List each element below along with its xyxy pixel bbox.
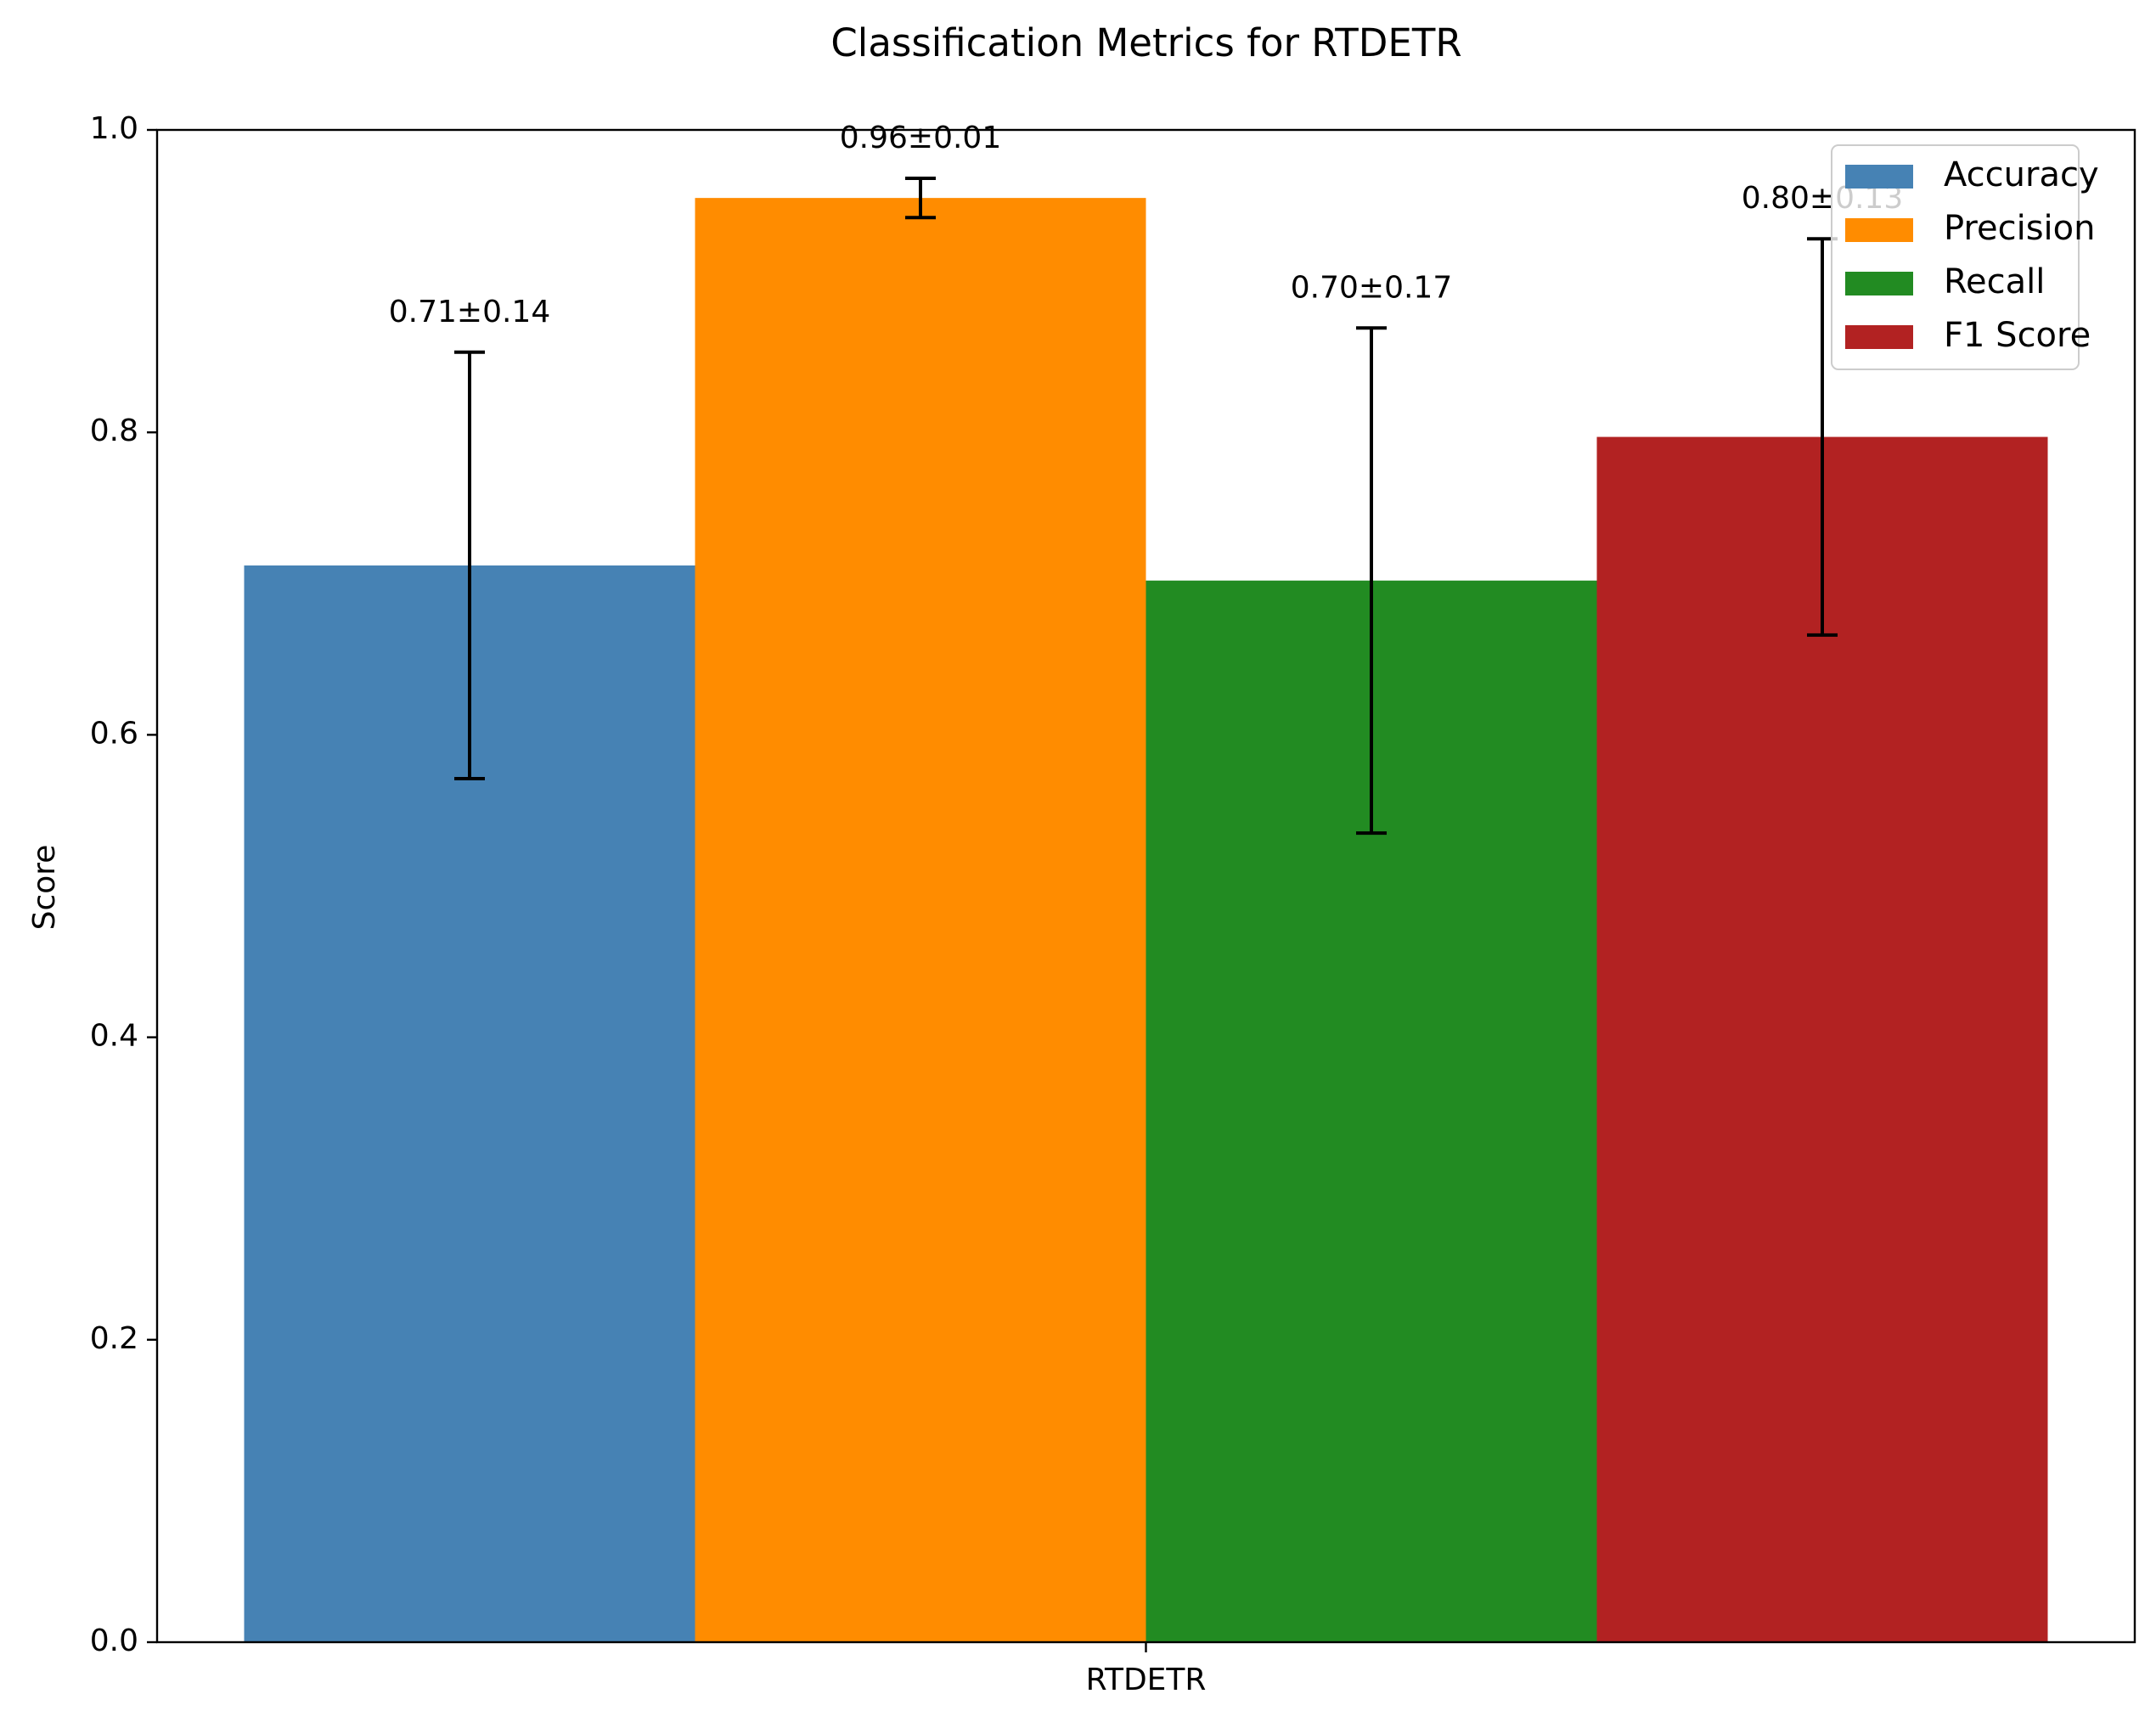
error-bar-recall (1356, 326, 1387, 836)
y-axis-ticks: 0.0 0.2 0.4 0.6 0.8 1.0 (90, 111, 157, 1658)
legend: Accuracy Precision Recall F1 Score (1831, 144, 2099, 370)
y-tick-label: 0.0 (90, 1624, 138, 1658)
legend-swatch (1845, 218, 1913, 242)
y-tick-label: 0.8 (90, 414, 138, 448)
error-bars-layer (454, 176, 1838, 836)
legend-label: Recall (1944, 262, 2045, 301)
legend-item-f1-score: F1 Score (1845, 316, 2091, 355)
chart-title: Classification Metrics for RTDETR (830, 20, 1461, 65)
legend-swatch (1845, 272, 1913, 295)
bar-precision (695, 198, 1146, 1642)
data-label-recall: 0.70±0.17 (1291, 270, 1452, 305)
legend-item-recall: Recall (1845, 262, 2045, 301)
y-tick-label: 0.6 (90, 716, 138, 751)
y-tick-label: 1.0 (90, 111, 138, 146)
y-tick-label: 0.2 (90, 1321, 138, 1356)
x-axis-ticks: RTDETR (1086, 1642, 1207, 1697)
legend-swatch (1845, 165, 1913, 189)
legend-label: Accuracy (1944, 155, 2099, 194)
legend-box (1831, 144, 2080, 370)
legend-item-accuracy: Accuracy (1845, 155, 2099, 194)
legend-label: F1 Score (1944, 316, 2091, 355)
bar-f1-score (1596, 436, 2048, 1643)
legend-label: Precision (1944, 209, 2095, 248)
data-label-precision: 0.96±0.01 (840, 121, 1001, 155)
y-axis-label: Score (27, 845, 62, 931)
error-bar-accuracy (454, 350, 485, 781)
y-tick-label: 0.4 (90, 1019, 138, 1054)
legend-items: Accuracy Precision Recall F1 Score (1845, 155, 2099, 355)
x-tick-label: RTDETR (1086, 1663, 1207, 1697)
data-label-accuracy: 0.71±0.14 (389, 295, 550, 329)
legend-swatch (1845, 325, 1913, 349)
error-bar-precision (905, 176, 936, 220)
legend-item-precision: Precision (1845, 209, 2095, 248)
